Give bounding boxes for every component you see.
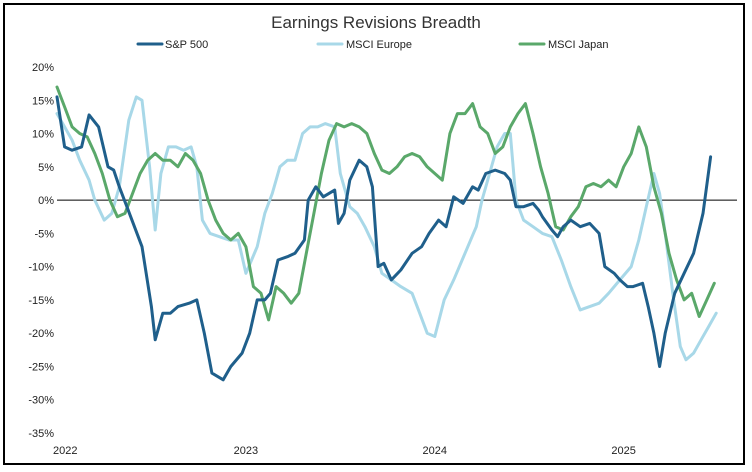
y-axis: 20% 15% 10% 5% 0% -5% -10% -15% -20% -25% -30% -35% [28, 62, 54, 440]
y-tick-label: 20% [32, 62, 54, 74]
y-tick-label: 10% [32, 129, 54, 141]
y-tick-label: 15% [32, 95, 54, 107]
x-tick-label: 2024 [423, 445, 447, 457]
legend-item-msci-europe: MSCI Europe [316, 39, 412, 51]
y-tick-label: -20% [28, 328, 54, 340]
y-tick-label: -10% [28, 262, 54, 274]
x-tick-label: 2022 [53, 445, 77, 457]
x-axis: 2022 2023 2024 2025 [53, 445, 636, 457]
x-tick-label: 2023 [234, 445, 258, 457]
legend: S&P 500 MSCI Europe MSCI Japan [136, 39, 609, 51]
legend-item-sp500: S&P 500 [136, 39, 208, 51]
legend-item-msci-japan: MSCI Japan [518, 39, 609, 51]
y-tick-label: -15% [28, 295, 54, 307]
series-line-msci-japan [55, 85, 716, 322]
legend-label-msci-europe: MSCI Europe [346, 39, 412, 51]
series-line-msci-europe [55, 95, 718, 362]
y-tick-label: -5% [34, 228, 54, 240]
y-tick-label: 0% [38, 195, 54, 207]
y-tick-label: -30% [28, 395, 54, 407]
y-tick-label: 5% [38, 162, 54, 174]
chart-title: Earnings Revisions Breadth [271, 13, 481, 32]
legend-label-msci-japan: MSCI Japan [548, 39, 609, 51]
series-line-sp500 [55, 95, 713, 382]
series-group [55, 85, 718, 382]
chart-frame [3, 3, 745, 465]
legend-label-sp500: S&P 500 [165, 39, 208, 51]
x-tick-label: 2025 [611, 445, 635, 457]
y-tick-label: -25% [28, 361, 54, 373]
y-tick-label: -35% [28, 428, 54, 440]
